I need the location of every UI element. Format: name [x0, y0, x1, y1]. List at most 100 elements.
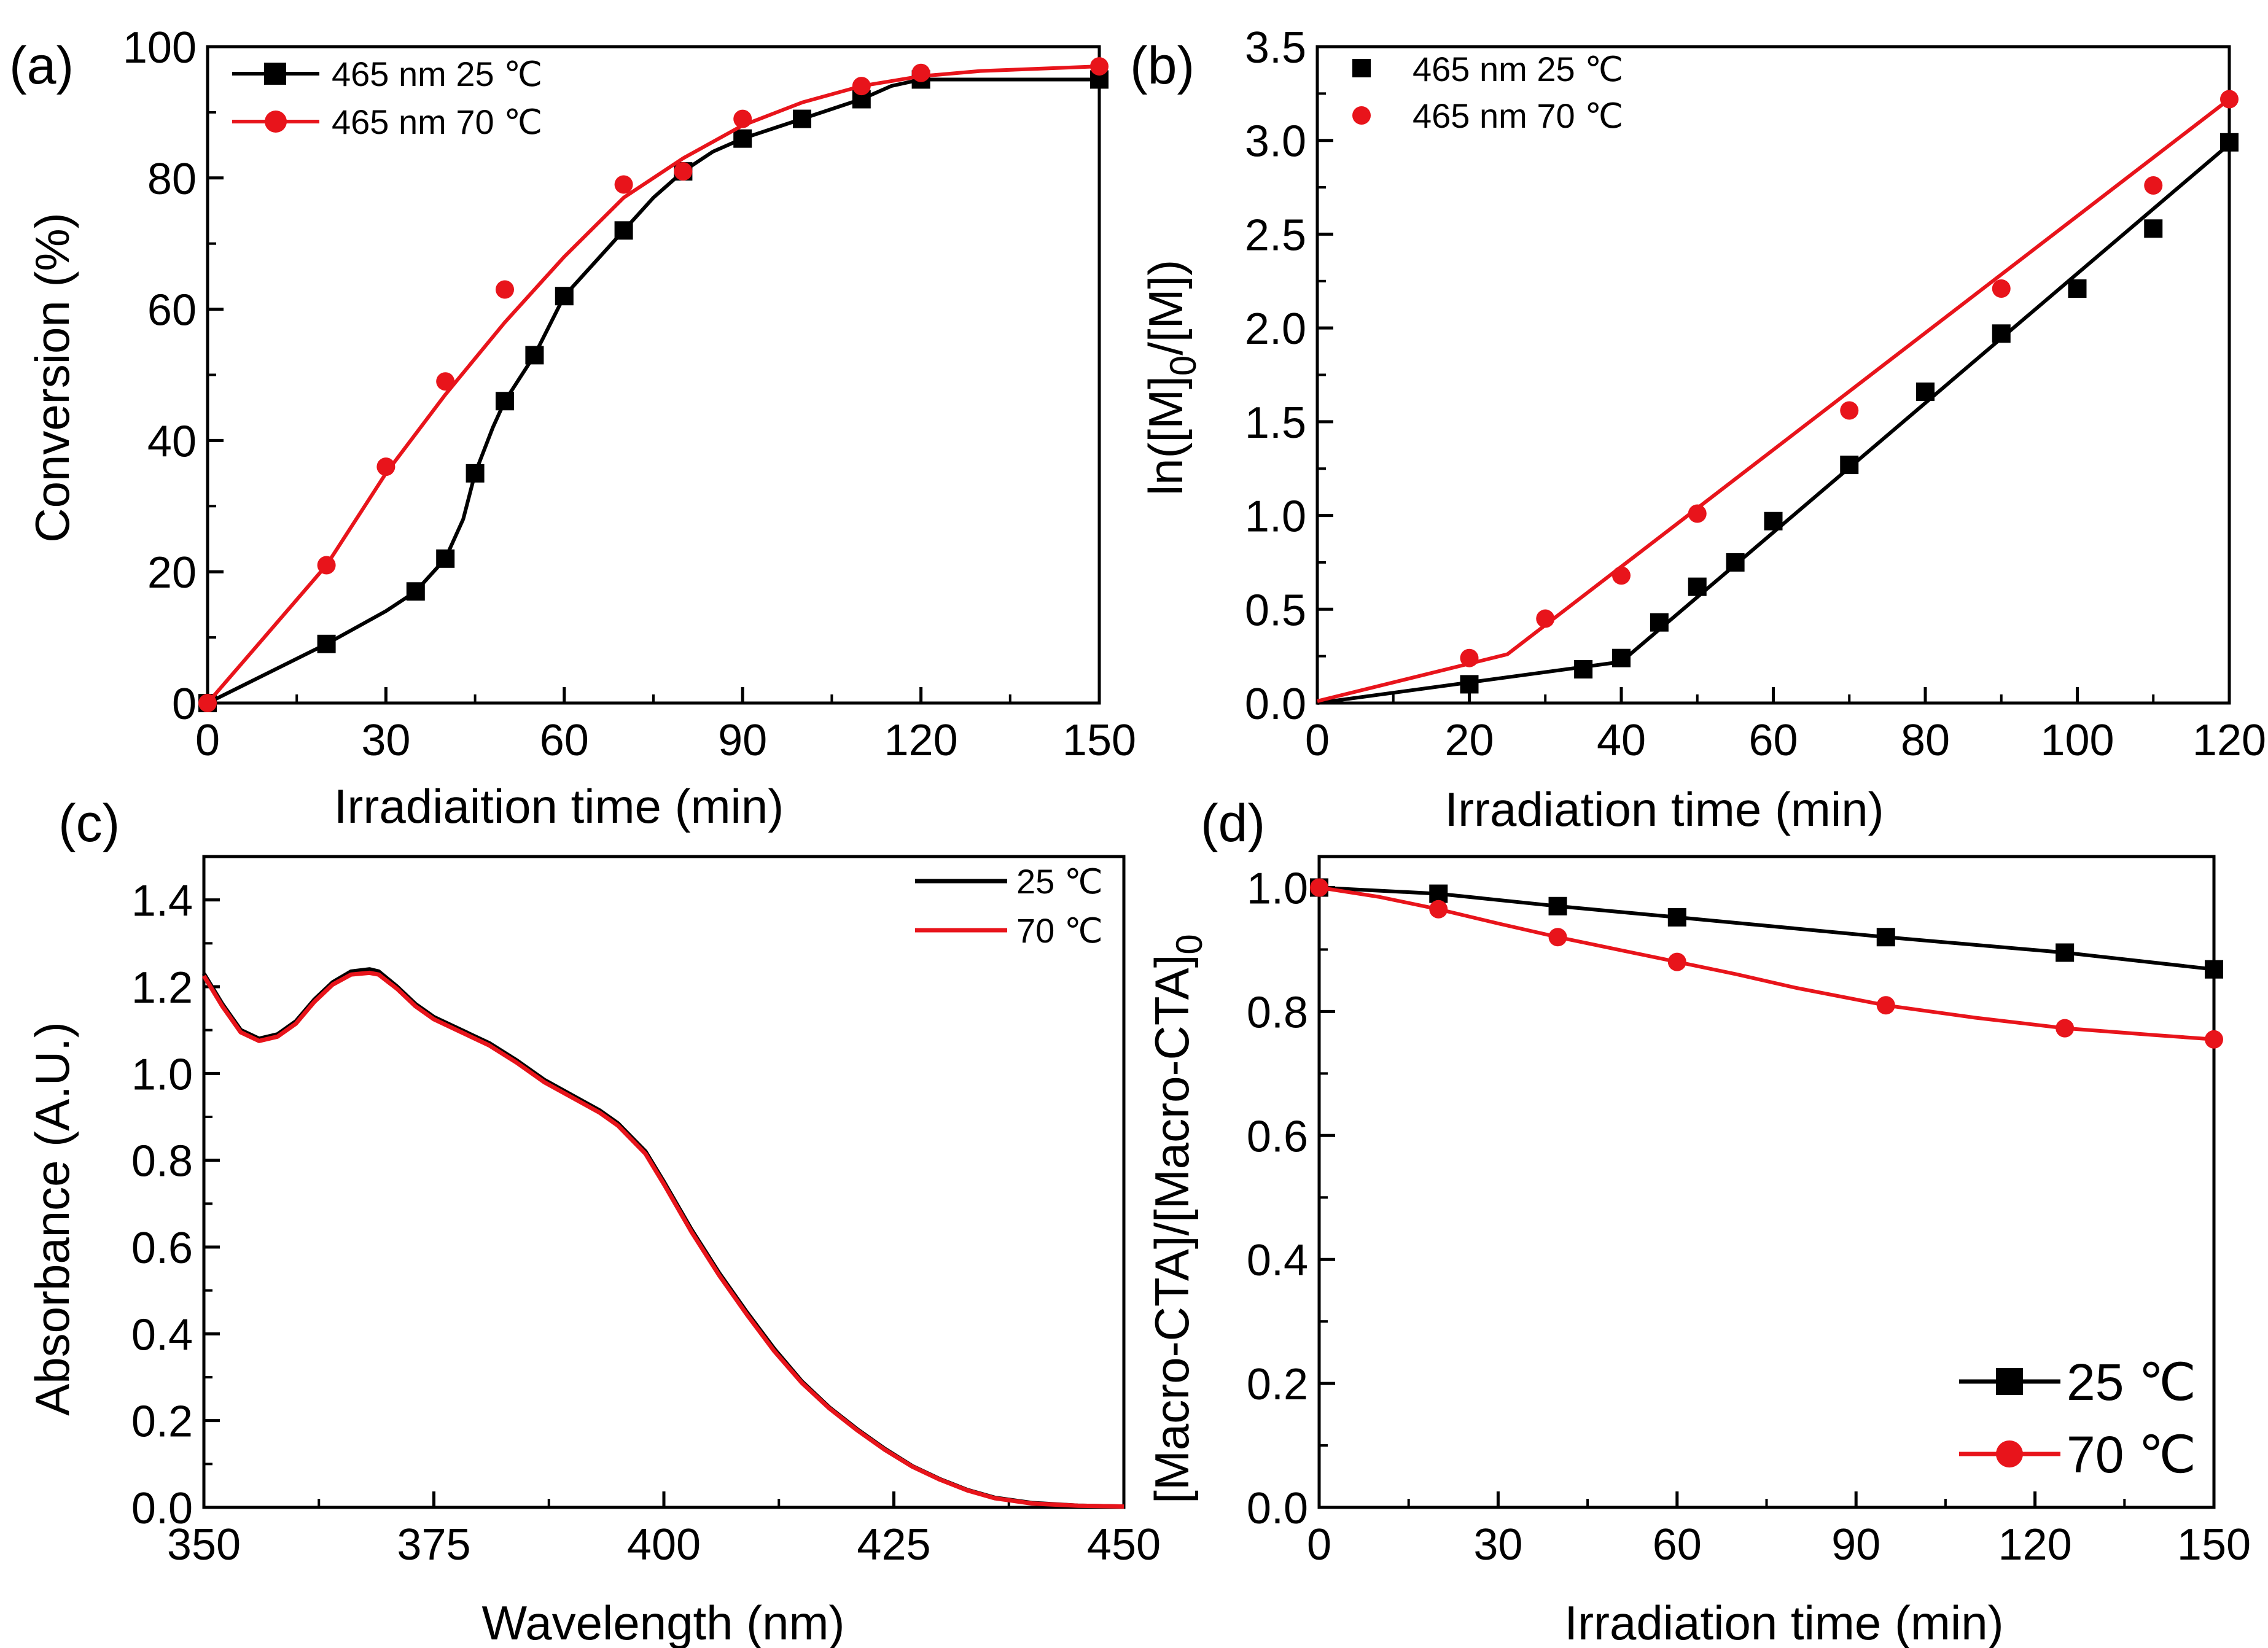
panel-d: (d) Irradiation time (min) [Macro-CTA]/[… [1145, 794, 2251, 1648]
panel-b-series-1-point [2144, 176, 2163, 195]
panel-a-x-tick-label: 60 [540, 716, 589, 765]
panel-a-x-tick-label: 120 [884, 716, 958, 765]
panel-a-series-1-point [198, 694, 217, 712]
panel-a-x-tick-label: 30 [361, 716, 410, 765]
panel-c-x-tick-label: 350 [167, 1520, 241, 1569]
panel-c-legend: 25 ℃ 70 ℃ [915, 862, 1103, 950]
panel-a-series-0-point [614, 221, 633, 240]
panel-a-y-tick-label: 100 [123, 23, 197, 72]
panel-a: (a) Irradiaition time (min) Conversion (… [9, 23, 1136, 833]
panel-a-series-0-point [496, 392, 514, 411]
panel-b-series-0-point [1726, 553, 1745, 572]
panel-d-y-tick-label: 0.2 [1247, 1360, 1308, 1409]
panel-b-series-0-point [1916, 382, 1935, 401]
panel-b-y-tick-label: 2.0 [1245, 305, 1306, 354]
panel-d-x-tick-label: 150 [2177, 1520, 2251, 1569]
panel-c-y-tick-label: 1.4 [131, 877, 193, 926]
panel-b-series-1-point [1992, 279, 2011, 298]
panel-c-x-axis-title: Wavelength (nm) [482, 1596, 845, 1648]
panel-d-x-tick-label: 30 [1473, 1520, 1522, 1569]
panel-d-y-tick-label: 1.0 [1247, 864, 1308, 913]
panel-a-series-1-line [206, 64, 1100, 704]
panel-a-letter: (a) [9, 36, 74, 95]
panel-c-x-tick-label: 450 [1087, 1520, 1161, 1569]
panel-d-y-tick-label: 0.6 [1247, 1112, 1308, 1161]
panel-d-x-tick-label: 60 [1653, 1520, 1702, 1569]
panel-d-y-tick-label: 0.8 [1247, 988, 1308, 1037]
legend-d-70-marker [1996, 1440, 2023, 1467]
panel-b-x-axis-title: Irradiation time (min) [1444, 782, 1884, 836]
panel-a-y-tick-label: 60 [147, 286, 197, 335]
panel-d-x-tick-label: 90 [1831, 1520, 1880, 1569]
panel-b-series-1-point [1688, 504, 1707, 523]
panel-b-ylabel-main: ln([M] [1139, 376, 1193, 496]
legend-d-70-label: 70 ℃ [2067, 1426, 2196, 1483]
panel-d-series-0-point [1876, 928, 1895, 947]
panel-b-ylabel-rest: /[M]) [1139, 260, 1193, 356]
panel-c-letter: (c) [58, 794, 120, 853]
panel-d-series-1-point [2205, 1030, 2223, 1049]
panel-a-series-0-point [733, 129, 752, 148]
panel-c-y-tick-label: 1.0 [131, 1050, 193, 1099]
panel-a-series-1-point [733, 109, 752, 128]
panel-c-x-tick-label: 425 [857, 1520, 930, 1569]
panel-c-y-tick-label: 1.2 [131, 963, 193, 1013]
panel-d-y-tick-label: 0.0 [1247, 1484, 1308, 1533]
legend-b-25-marker [1352, 59, 1371, 77]
panel-c-y-tick-label: 0.6 [131, 1224, 193, 1273]
panel-b-y-tick-label: 1.0 [1245, 492, 1306, 542]
panel-b-series-0-point [2144, 219, 2163, 238]
panel-c-y-tick-label: 0.0 [131, 1484, 193, 1533]
panel-c-series-1-line [202, 970, 1124, 1509]
legend-d-25-label: 25 ℃ [2067, 1353, 2196, 1411]
legend-a-25-label: 465 nm 25 ℃ [332, 55, 542, 93]
panel-b-series-1-point [1840, 401, 1859, 420]
panel-c: (c) Wavelength (nm) Absorbance (A.U.) 25… [25, 794, 1161, 1648]
panel-d-series-1-point [1310, 878, 1328, 897]
legend-a-70-label: 465 nm 70 ℃ [332, 103, 542, 141]
panel-a-series-1-point [911, 63, 930, 82]
panel-b-x-tick-label: 60 [1748, 716, 1798, 765]
panel-b-x-tick-label: 20 [1444, 716, 1494, 765]
panel-b-series-0-point [1764, 511, 1783, 531]
panel-a-series-0-point [317, 634, 336, 653]
panel-d-series-0-point [1667, 908, 1686, 927]
panel-b-legend: 465 nm 25 ℃ 465 nm 70 ℃ [1352, 50, 1623, 135]
panel-d-series-1-point [1667, 952, 1686, 971]
panel-b-y-tick-label: 2.5 [1245, 211, 1306, 260]
panel-c-y-tick-label: 0.8 [131, 1137, 193, 1186]
panel-d-y-tick-label: 0.4 [1247, 1236, 1308, 1285]
panel-b-series-0-point [2068, 279, 2087, 298]
panel-b-ylabel-subscript: 0 [1163, 356, 1204, 376]
legend-b-25-label: 465 nm 25 ℃ [1413, 50, 1623, 88]
panel-a-x-tick-label: 150 [1062, 716, 1136, 765]
panel-b-x-tick-label: 0 [1305, 716, 1330, 765]
panel-a-x-tick-label: 0 [195, 716, 220, 765]
panel-b-series-0-point [1460, 675, 1479, 694]
panel-d-x-tick-label: 120 [1998, 1520, 2072, 1569]
panel-c-y-axis-title: Absorbance (A.U.) [25, 1022, 79, 1416]
panel-d-legend: 25 ℃ 70 ℃ [1959, 1353, 2196, 1483]
panel-a-x-tick-label: 90 [718, 716, 767, 765]
panel-c-x-tick-label: 375 [397, 1520, 470, 1569]
panel-b-y-tick-label: 0.5 [1245, 586, 1306, 635]
legend-d-25-marker [1996, 1368, 2023, 1395]
panel-a-y-tick-label: 20 [147, 548, 197, 597]
panel-d-x-axis-title: Irradiation time (min) [1564, 1596, 2003, 1648]
panel-b-series-1-point [1536, 609, 1555, 628]
panel-b-x-tick-label: 40 [1597, 716, 1646, 765]
panel-a-series-1-point [317, 556, 336, 575]
legend-a-70-marker [265, 111, 287, 133]
panel-d-series-1-point [1429, 900, 1448, 919]
panel-d-series-1-point [2056, 1019, 2075, 1038]
panel-a-series-0-point [436, 549, 455, 568]
panel-a-series-0-point [793, 109, 811, 128]
panel-b-x-tick-label: 80 [1901, 716, 1950, 765]
panel-a-y-axis-title: Conversion (%) [25, 212, 79, 543]
panel-a-y-tick-label: 0 [172, 680, 197, 729]
panel-a-x-axis-title: Irradiaition time (min) [334, 779, 784, 833]
panel-b-series-1-point [1460, 648, 1479, 667]
panel-d-series-0-point [2205, 960, 2223, 979]
